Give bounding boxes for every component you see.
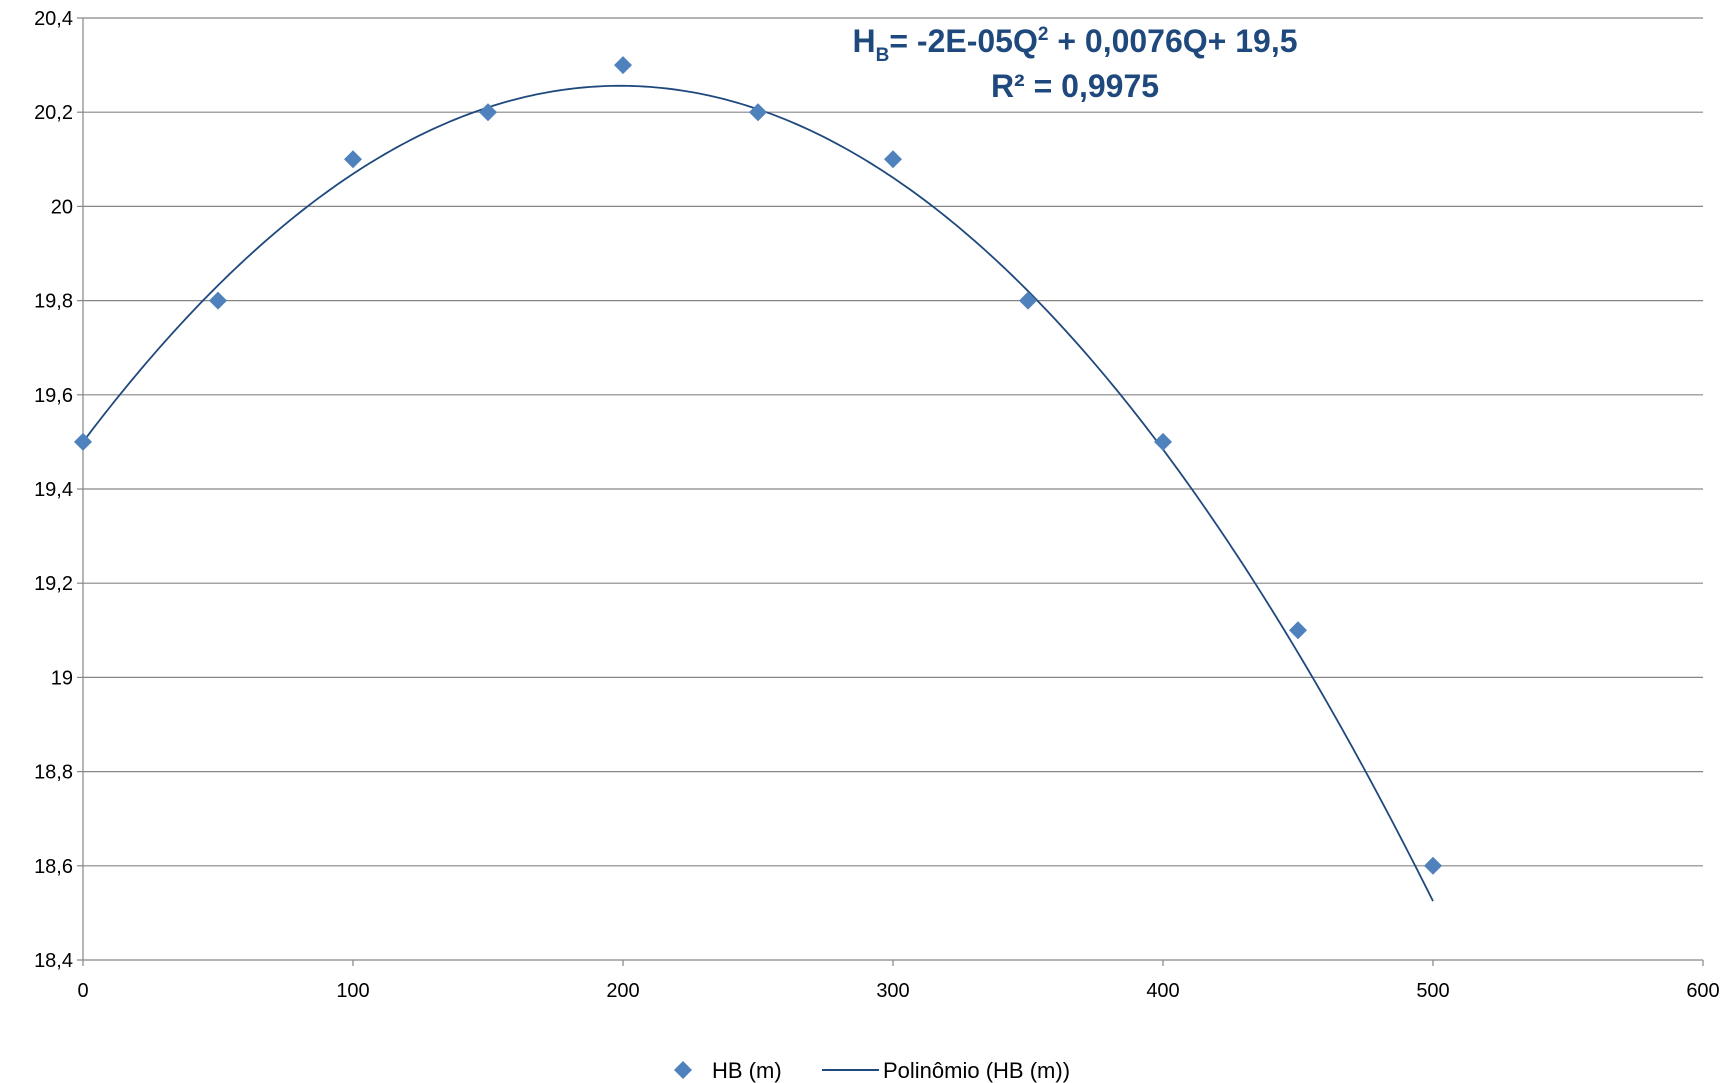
x-tick-label: 300 <box>876 980 909 1002</box>
data-point-hb <box>344 150 362 169</box>
x-tick-label: 400 <box>1146 980 1179 1002</box>
legend-label-polynomial: Polinômio (HB (m)) <box>883 1058 1070 1083</box>
y-tick-label: 19,2 <box>34 573 73 595</box>
equation-h-subscript: B <box>876 45 890 66</box>
y-tick-label: 19,6 <box>34 385 73 407</box>
x-tick-label: 0 <box>77 980 88 1002</box>
y-tick-label: 19,4 <box>34 479 73 501</box>
data-point-hb <box>884 150 902 169</box>
axis-layer <box>77 17 1704 966</box>
equation-h: H <box>852 23 875 59</box>
equation-part2: + 0,0076Q+ 19,5 <box>1048 23 1297 59</box>
data-point-hb <box>1154 432 1172 451</box>
y-tick-label: 18,4 <box>34 950 73 972</box>
data-point-hb <box>1289 621 1307 640</box>
data-point-hb <box>749 103 767 122</box>
trendline-layer <box>82 84 1434 902</box>
r-squared-label: R² = 0,9975 <box>991 68 1159 104</box>
grid-layer <box>83 17 1703 867</box>
marker-layer <box>74 56 1442 875</box>
x-tick-labels: 0 100 200 300 400 500 600 <box>77 980 1719 1002</box>
data-point-hb <box>614 56 632 75</box>
data-point-hb <box>209 291 227 310</box>
y-tick-label: 19 <box>51 667 73 689</box>
legend-label-hb: HB (m) <box>712 1058 782 1083</box>
data-point-hb <box>74 432 92 451</box>
legend: HB (m) Polinômio (HB (m)) <box>674 1058 1070 1083</box>
x-tick-label: 100 <box>336 980 369 1002</box>
y-tick-label: 19,8 <box>34 291 73 313</box>
trendline-polynomial <box>82 84 1434 902</box>
y-tick-label: 20,2 <box>34 102 73 124</box>
x-tick-label: 500 <box>1416 980 1449 1002</box>
y-tick-labels: 18,4 18,6 18,8 19 19,2 19,4 19,6 19,8 20 20,2 20,4 <box>34 8 73 972</box>
equation-exponent: 2 <box>1038 24 1049 45</box>
data-point-hb <box>1019 291 1037 310</box>
equation-line: HB= -2E-05Q2 + 0,0076Q+ 19,5 <box>852 23 1297 66</box>
y-tick-label: 18,6 <box>34 856 73 878</box>
trendline-equation: HB= -2E-05Q2 + 0,0076Q+ 19,5 R² = 0,9975 <box>852 23 1297 104</box>
y-tick-label: 18,8 <box>34 762 73 784</box>
y-tick-label: 20,4 <box>34 8 73 30</box>
x-tick-label: 200 <box>606 980 639 1002</box>
data-point-hb <box>479 103 497 122</box>
y-tick-label: 20 <box>51 196 73 218</box>
data-point-hb <box>1424 856 1442 875</box>
x-tick-label: 600 <box>1686 980 1719 1002</box>
legend-marker-hb <box>674 1061 692 1079</box>
equation-part1: = -2E-05Q <box>889 23 1038 59</box>
